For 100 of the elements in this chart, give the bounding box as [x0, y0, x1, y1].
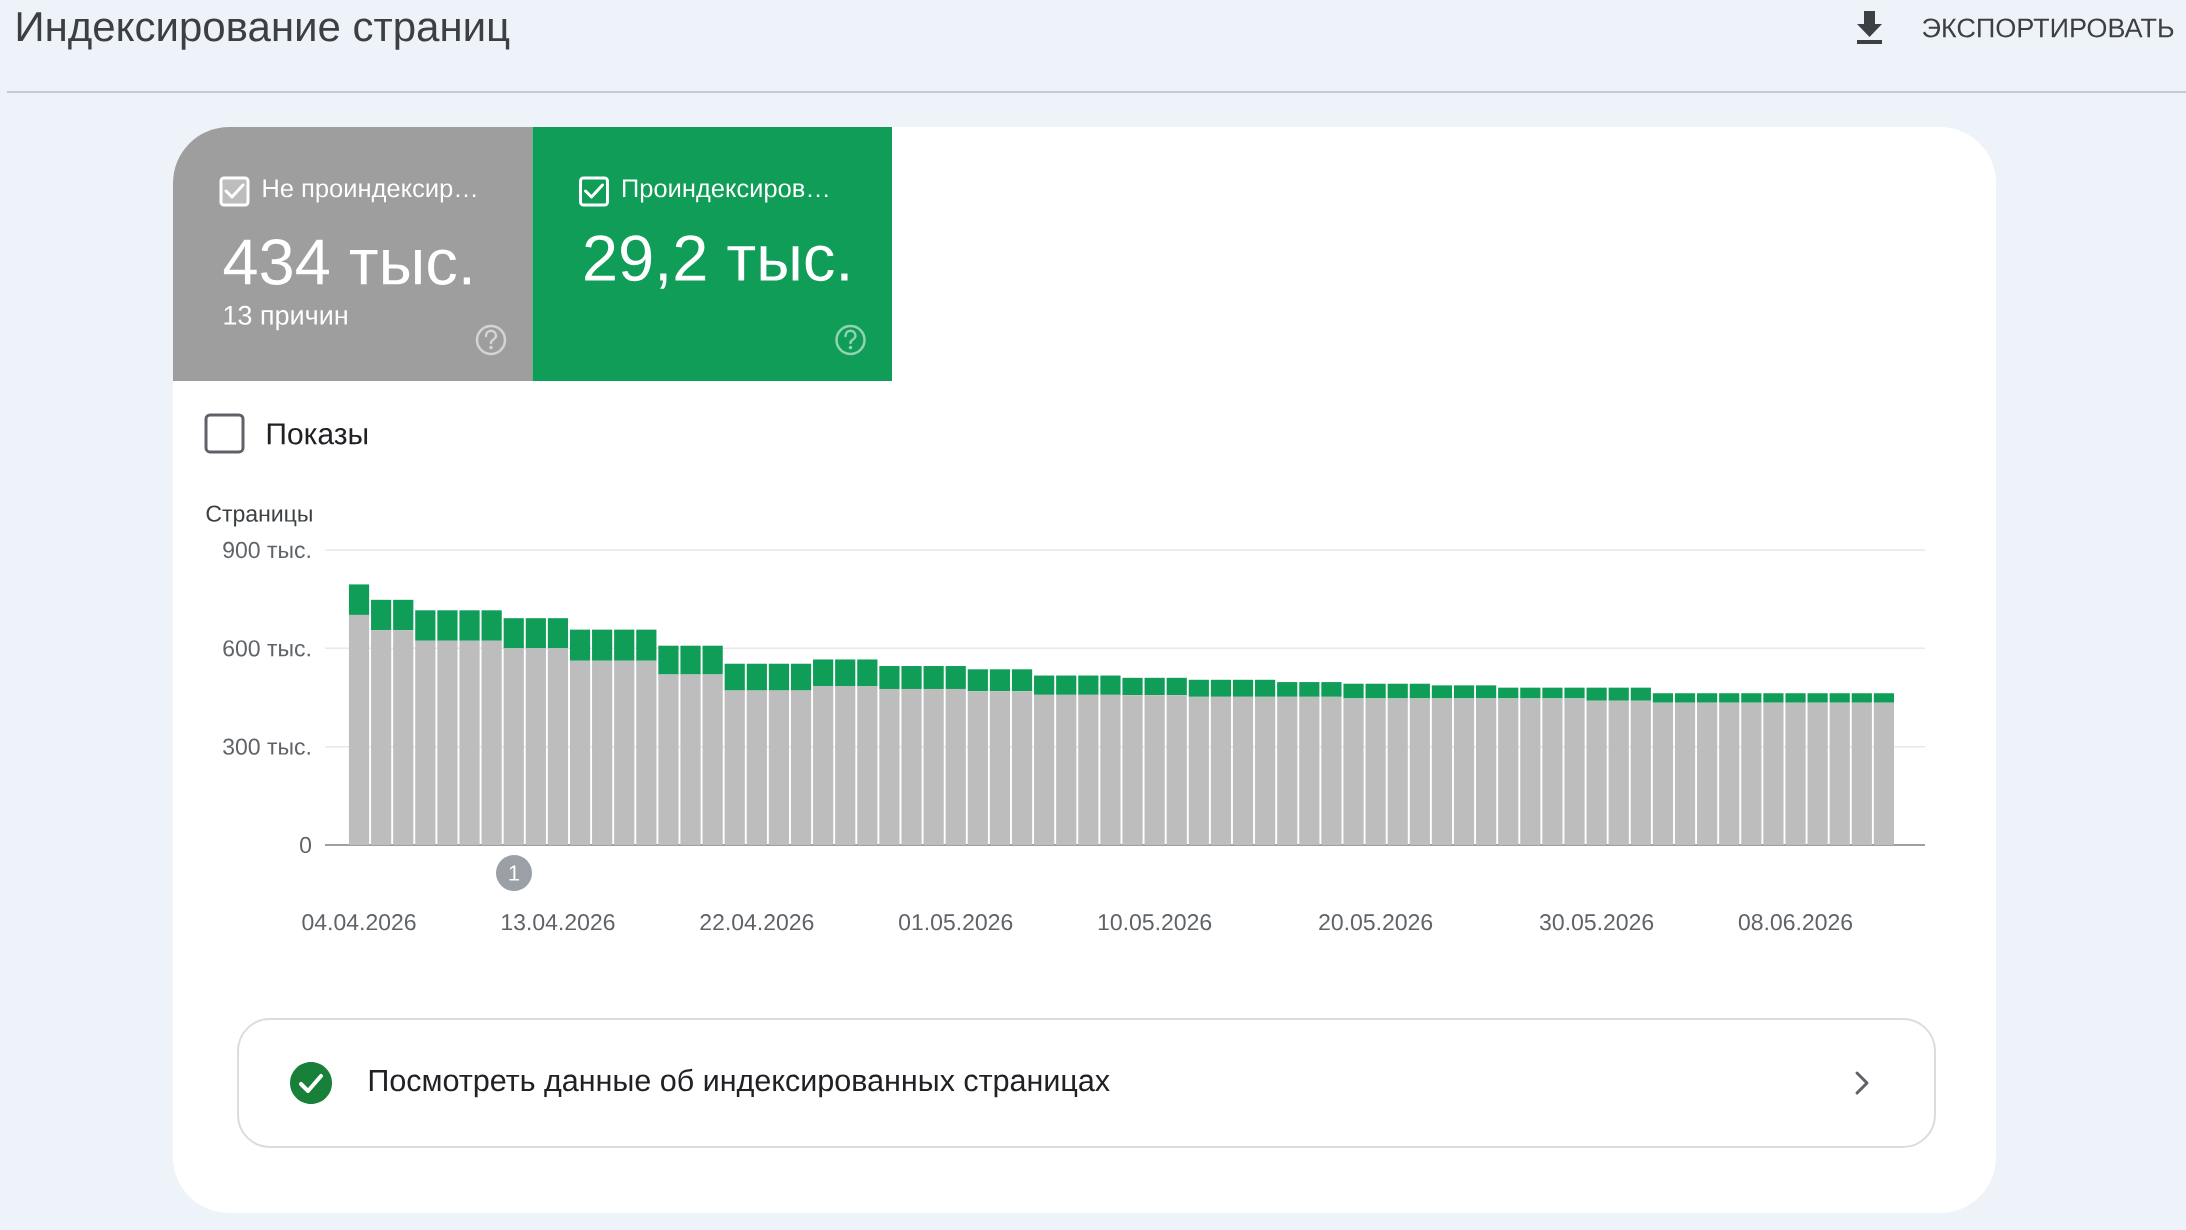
bar: [1674, 693, 1696, 703]
bar: [1210, 679, 1232, 697]
bar: [1476, 698, 1497, 845]
y-tick-label: 300 тыс.: [223, 738, 310, 755]
bar: [614, 660, 635, 845]
bar: [525, 648, 546, 845]
bar: [1277, 682, 1298, 697]
bar: [989, 691, 1011, 845]
bar: [1719, 693, 1740, 703]
bar: [1586, 700, 1607, 845]
bar: [348, 584, 370, 615]
bar: [1697, 702, 1718, 845]
y-tick-label: 600 тыс.: [223, 640, 310, 657]
bar: [415, 610, 436, 641]
bar: [636, 629, 657, 661]
bar: [547, 618, 569, 649]
text: 13 причин: [224, 305, 347, 331]
bar: [1498, 687, 1519, 699]
bar: [1431, 698, 1453, 845]
bar: [481, 640, 502, 845]
bar: [371, 599, 392, 631]
bar: [1741, 702, 1762, 845]
bar: [569, 660, 591, 845]
bar: [724, 690, 745, 845]
bar: [1873, 693, 1895, 703]
bar: [1365, 698, 1386, 845]
bar: [1365, 683, 1386, 699]
bar: [923, 666, 944, 689]
bar: [1697, 693, 1718, 703]
x-tick-label: 13.04.2026: [502, 914, 615, 931]
bar: [348, 614, 370, 845]
bar: [1453, 698, 1475, 845]
bar: [1034, 675, 1055, 695]
bar: [1409, 698, 1430, 845]
bar: [1719, 702, 1740, 845]
bar: [945, 666, 966, 689]
bar: [1078, 694, 1099, 845]
bar: [857, 686, 878, 845]
bar: [768, 663, 790, 691]
bar: [1674, 702, 1696, 845]
bar: [768, 690, 790, 845]
bar: [614, 629, 635, 661]
bar: [1409, 683, 1430, 699]
bar: [1431, 685, 1453, 699]
bar: [525, 618, 546, 649]
x-tick-label: 30.05.2026: [1539, 914, 1654, 931]
bar: [592, 629, 613, 661]
x-tick-label: 08.06.2026: [1738, 914, 1853, 931]
bar: [1056, 675, 1077, 695]
bar: [1851, 693, 1872, 703]
x-tick-label: 01.05.2026: [899, 914, 1013, 931]
bar: [1255, 679, 1276, 697]
bar: [967, 691, 988, 845]
bar: [945, 688, 966, 845]
bar: [1520, 698, 1541, 845]
bar: [724, 663, 745, 691]
bar: [1232, 679, 1254, 697]
bar: [1255, 696, 1276, 845]
y-axis-title: Страницы: [206, 505, 312, 527]
bar: [967, 669, 988, 692]
bar: [1299, 696, 1320, 845]
bar: [1586, 687, 1607, 701]
bar: [1166, 677, 1187, 696]
x-tick-label: 04.04.2026: [302, 914, 416, 931]
bar: [702, 645, 723, 675]
text: 1: [509, 865, 520, 881]
bar: [923, 688, 944, 845]
bar: [393, 599, 414, 631]
bar: [857, 659, 878, 687]
bar: [1873, 702, 1895, 845]
text: Показы: [267, 423, 368, 445]
legend-label: Не проиндексир…: [263, 179, 476, 203]
bar: [1387, 698, 1408, 845]
bar: [1608, 700, 1629, 845]
bar: [547, 648, 569, 845]
bar: [1034, 694, 1055, 845]
bar: [835, 659, 856, 687]
bar: [1056, 694, 1077, 845]
bar: [1520, 687, 1541, 699]
bar: [1144, 695, 1165, 845]
bar: [1011, 669, 1033, 692]
bar: [1188, 679, 1209, 697]
bar: [415, 640, 436, 845]
bar: [790, 690, 812, 845]
bar: [1144, 677, 1165, 696]
bar: [1630, 700, 1651, 845]
bar: [1807, 702, 1828, 845]
bar: [393, 630, 414, 845]
bar: [1652, 702, 1674, 845]
bar: [1608, 687, 1629, 701]
bar: [702, 674, 723, 845]
bar: [592, 660, 613, 845]
bar: [790, 663, 812, 691]
bar: [481, 610, 502, 641]
bar: [1011, 691, 1033, 845]
bar: [746, 663, 767, 691]
bar: [813, 686, 834, 845]
x-tick-label: 20.05.2026: [1319, 914, 1433, 931]
bar: [1453, 685, 1475, 699]
bar: [1807, 693, 1828, 703]
